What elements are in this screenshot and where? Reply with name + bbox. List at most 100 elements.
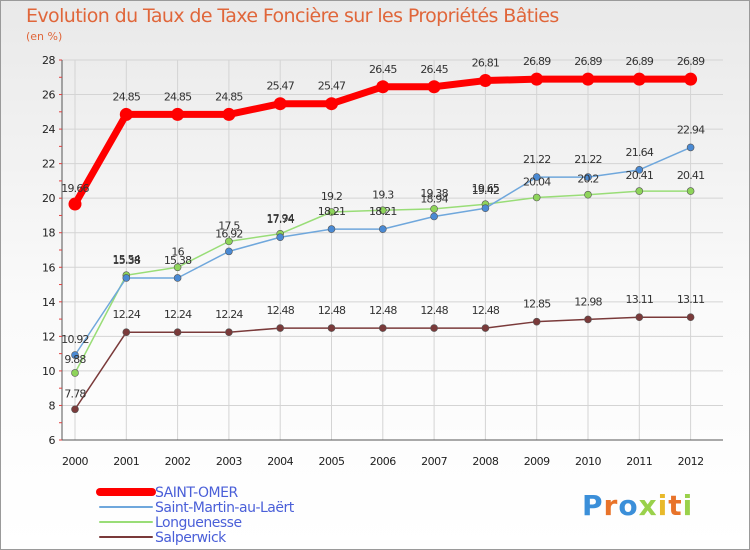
data-point <box>325 97 338 111</box>
data-label: 20.41 <box>677 169 705 182</box>
data-label: 20.04 <box>523 175 551 188</box>
data-label: 15.38 <box>113 254 141 267</box>
y-tick-label: 28 <box>42 54 55 67</box>
y-tick-label: 10 <box>42 365 55 378</box>
y-tick-label: 22 <box>42 158 55 171</box>
data-point <box>481 324 490 332</box>
y-tick-label: 26 <box>42 89 55 102</box>
data-label: 25.47 <box>266 80 294 93</box>
data-label: 12.48 <box>369 304 397 317</box>
data-label: 19.38 <box>420 187 448 200</box>
legend: SAINT-OMERSaint-Martin-au-LaërtLonguenes… <box>96 485 295 546</box>
data-point <box>276 233 285 242</box>
x-tick-label: 2012 <box>678 455 704 468</box>
data-label: 15.54 <box>113 253 141 266</box>
data-point <box>635 187 644 195</box>
y-tick-label: 14 <box>42 296 55 309</box>
data-point <box>532 317 541 326</box>
data-label: 24.85 <box>113 90 141 103</box>
chart-subtitle: (en %) <box>26 30 62 43</box>
chart-title: Evolution du Taux de Taxe Foncière sur l… <box>26 5 559 27</box>
data-label: 20.2 <box>577 173 598 186</box>
data-point <box>71 405 79 414</box>
data-point <box>173 263 182 272</box>
legend-label: SAINT-OMER <box>155 485 238 501</box>
data-point <box>378 324 387 332</box>
data-label: 18.21 <box>318 205 346 218</box>
data-point <box>376 80 390 94</box>
data-label: 25.47 <box>318 80 346 93</box>
logo-letter: i <box>683 489 694 522</box>
legend-label: Longuenesse <box>155 515 242 531</box>
data-label: 17.74 <box>266 213 294 226</box>
y-tick-label: 24 <box>42 123 55 136</box>
data-label: 9.88 <box>64 353 86 366</box>
logo-letter: o <box>618 489 638 522</box>
y-tick-label: 6 <box>49 434 56 447</box>
data-label: 19.66 <box>61 182 89 195</box>
data-label: 26.45 <box>420 63 448 76</box>
data-label: 13.11 <box>626 293 654 306</box>
x-tick-label: 2000 <box>62 455 88 468</box>
data-label: 12.24 <box>215 308 243 321</box>
data-point <box>635 313 644 321</box>
data-point <box>686 187 695 195</box>
data-label: 26.45 <box>369 63 397 76</box>
data-label: 24.85 <box>215 90 243 103</box>
logo-letter: t <box>668 489 682 522</box>
data-label: 7.78 <box>64 387 86 400</box>
data-point <box>584 315 592 324</box>
data-label: 12.98 <box>574 295 602 308</box>
x-tick-label: 2010 <box>575 455 601 468</box>
data-label: 19.3 <box>372 188 394 201</box>
data-label: 24.85 <box>164 90 192 103</box>
data-point <box>225 328 233 337</box>
x-tick-label: 2006 <box>370 455 396 468</box>
data-label: 21.22 <box>523 153 551 166</box>
data-point <box>71 351 79 359</box>
data-point <box>584 173 592 181</box>
data-point <box>171 107 185 121</box>
data-point <box>276 324 285 332</box>
data-labels: 19.66 24.85 24.85 24.85 25.47 25.47 26.45 26.45… <box>61 55 706 400</box>
data-point <box>122 328 131 337</box>
data-label: 26.89 <box>626 55 654 68</box>
data-point <box>225 237 233 246</box>
data-label: 20.41 <box>626 169 654 182</box>
data-label: 17.5 <box>218 219 240 232</box>
y-tick-label: 20 <box>42 192 55 205</box>
y-tick-label: 16 <box>42 261 55 274</box>
x-tick-label: 2007 <box>421 455 447 468</box>
y-tick-label: 18 <box>42 227 55 240</box>
data-point <box>378 225 387 233</box>
data-label: 15.38 <box>164 254 192 267</box>
logo-letter: r <box>604 489 619 522</box>
data-point <box>427 80 441 94</box>
data-point <box>430 205 438 213</box>
data-label: 19.65 <box>472 182 500 195</box>
y-tick-label: 8 <box>49 399 56 412</box>
legend-label: Saint-Martin-au-Laërt <box>155 500 295 516</box>
data-label: 12.48 <box>420 304 448 317</box>
data-point <box>632 72 646 86</box>
data-point <box>68 197 82 211</box>
data-label: 13.11 <box>677 293 705 306</box>
data-label: 21.22 <box>574 153 602 166</box>
data-point <box>478 74 492 88</box>
data-point <box>430 324 438 332</box>
data-point <box>173 274 182 282</box>
data-point <box>430 212 438 221</box>
data-point <box>532 173 541 181</box>
data-point <box>686 313 695 321</box>
x-tick-label: 2002 <box>165 455 191 468</box>
x-tick-label: 2009 <box>524 455 550 468</box>
data-point <box>584 190 592 199</box>
data-label: 12.85 <box>523 298 551 311</box>
data-label: 19.42 <box>472 184 500 197</box>
data-point <box>530 72 544 86</box>
data-label: 22.94 <box>677 123 705 136</box>
x-tick-label: 2005 <box>319 455 345 468</box>
data-point <box>581 72 595 86</box>
data-label: 12.24 <box>164 308 192 321</box>
